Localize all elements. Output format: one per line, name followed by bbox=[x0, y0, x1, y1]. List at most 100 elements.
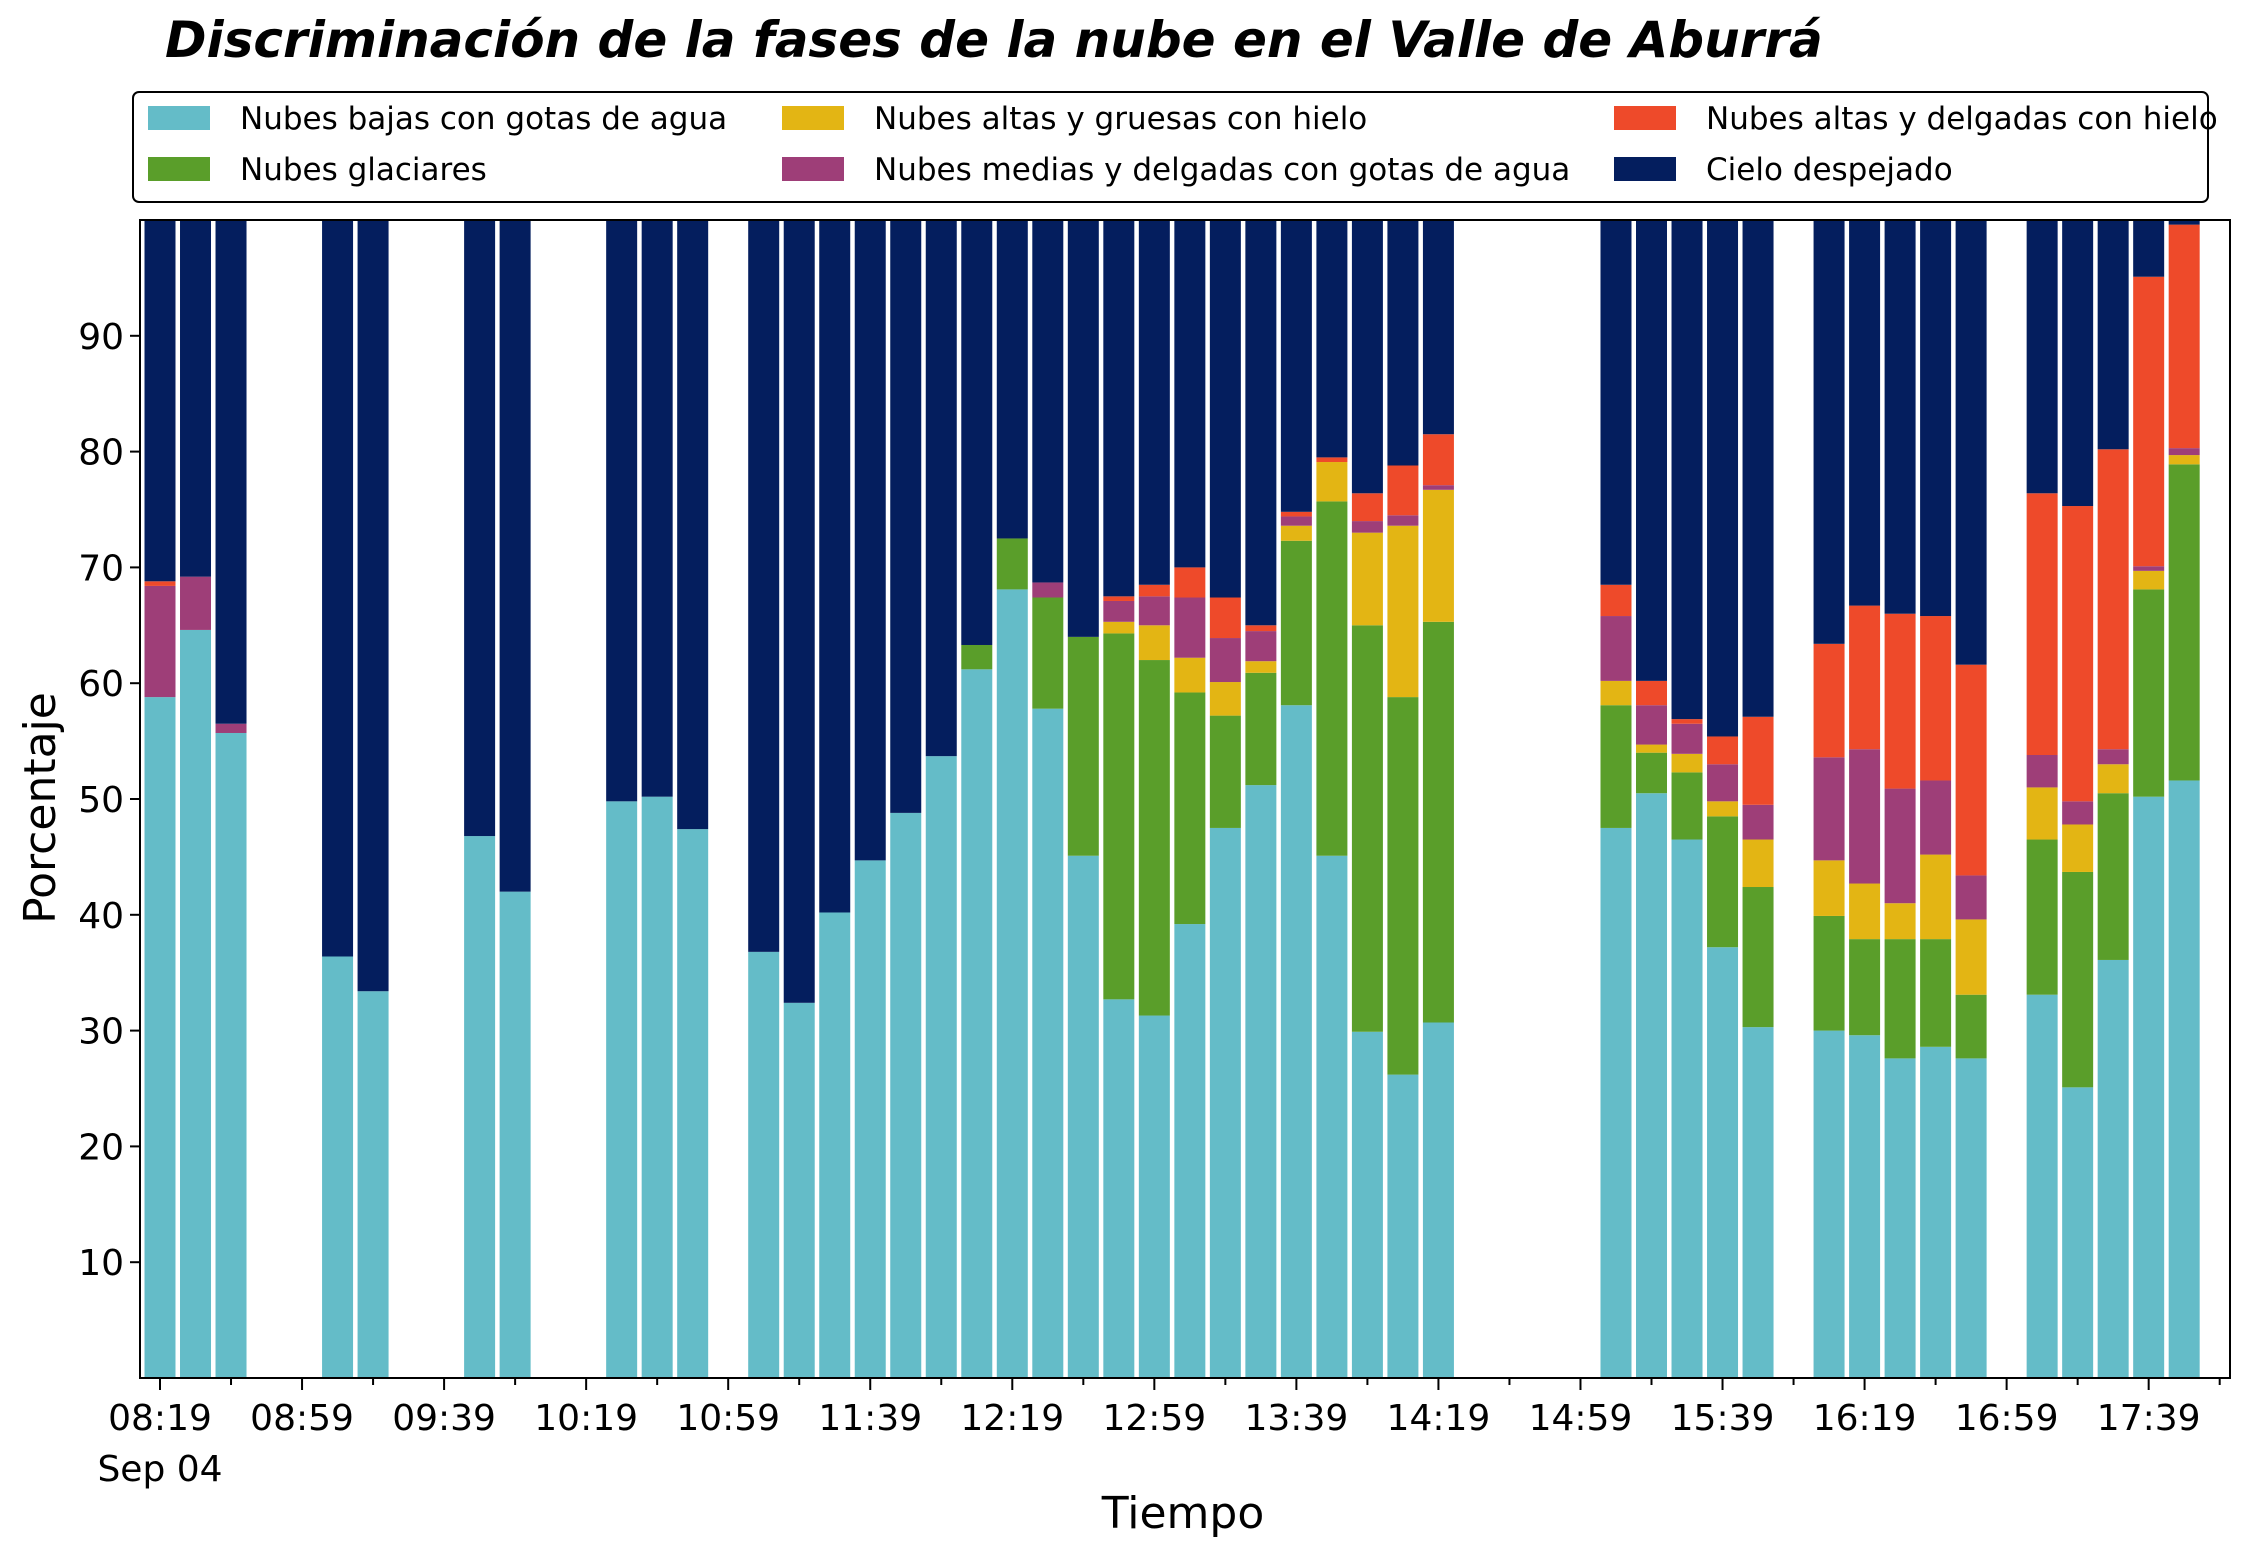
bar-segment-cielo-despejado bbox=[641, 220, 673, 797]
bar-segment-nubes-altas-y-gruesas-con-hielo bbox=[1174, 657, 1206, 693]
legend-label: Nubes bajas con gotas de agua bbox=[240, 101, 727, 137]
bar-segment-cielo-despejado bbox=[1707, 220, 1739, 737]
bar-segment-nubes-altas-y-delgadas-con-hielo bbox=[1351, 493, 1383, 522]
bar-segment-nubes-glaciares bbox=[1707, 816, 1739, 948]
bar-1109 bbox=[748, 220, 780, 1378]
bar-segment-nubes-bajas-con-gotas-de-agua bbox=[819, 912, 851, 1378]
bar-segment-nubes-altas-y-delgadas-con-hielo bbox=[1707, 736, 1739, 765]
bar-segment-cielo-despejado bbox=[819, 220, 851, 913]
bar-segment-nubes-altas-y-gruesas-con-hielo bbox=[1884, 903, 1916, 940]
bar-segment-nubes-glaciares bbox=[1813, 915, 1845, 1031]
x-tick-label: 12:19 bbox=[960, 1398, 1064, 1439]
bar-segment-cielo-despejado bbox=[2168, 220, 2200, 225]
bar-segment-nubes-altas-y-delgadas-con-hielo bbox=[1422, 434, 1454, 486]
x-axis: 08:19 08:59 09:39 10:19 10:59 11:39 12:19 12:59… bbox=[97, 1378, 2221, 1490]
bar-segment-nubes-bajas-con-gotas-de-agua bbox=[961, 669, 993, 1378]
bar-segment-cielo-despejado bbox=[1245, 220, 1277, 626]
bar-segment-nubes-medias-y-delgadas-con-gotas-de-agua bbox=[1742, 804, 1774, 840]
legend-label: Nubes altas y gruesas con hielo bbox=[874, 101, 1367, 137]
bar-segment-nubes-altas-y-gruesas-con-hielo bbox=[1955, 919, 1987, 995]
bar-1209 bbox=[961, 220, 993, 1378]
legend-entry-nubes-altas-y-delgadas-con-hielo: Nubes altas y delgadas con hielo bbox=[1614, 101, 2218, 137]
bar-segment-nubes-bajas-con-gotas-de-agua bbox=[1103, 999, 1135, 1378]
bar-segment-nubes-bajas-con-gotas-de-agua bbox=[1742, 1027, 1774, 1378]
bar-segment-nubes-bajas-con-gotas-de-agua bbox=[1955, 1058, 1987, 1378]
x-tick-label: 17:39 bbox=[2097, 1398, 2201, 1439]
x-tick-label: 10:59 bbox=[676, 1398, 780, 1439]
bar-segment-nubes-medias-y-delgadas-con-gotas-de-agua bbox=[1707, 764, 1739, 802]
bar-segment-nubes-bajas-con-gotas-de-agua bbox=[1351, 1031, 1383, 1378]
bar-segment-cielo-despejado bbox=[1849, 220, 1881, 606]
bar-segment-nubes-altas-y-gruesas-con-hielo bbox=[1600, 680, 1632, 706]
bar-1509 bbox=[1600, 220, 1632, 1378]
bar-segment-cielo-despejado bbox=[1422, 220, 1454, 435]
bar-1639 bbox=[1920, 220, 1952, 1378]
bar-segment-nubes-medias-y-delgadas-con-gotas-de-agua bbox=[1600, 616, 1632, 681]
bar-1319 bbox=[1209, 220, 1241, 1378]
bar-segment-cielo-despejado bbox=[1316, 220, 1348, 458]
x-tick-label: 12:59 bbox=[1102, 1398, 1206, 1439]
bar-segment-nubes-glaciares bbox=[1138, 660, 1170, 1016]
bar-1419 bbox=[1422, 220, 1454, 1378]
bar-segment-nubes-altas-y-delgadas-con-hielo bbox=[1920, 616, 1952, 781]
bar-segment-nubes-bajas-con-gotas-de-agua bbox=[783, 1002, 815, 1378]
x-tick-date-label: Sep 04 bbox=[97, 1449, 222, 1490]
bar-segment-nubes-altas-y-delgadas-con-hielo bbox=[2133, 276, 2165, 567]
bar-1619 bbox=[1849, 220, 1881, 1378]
x-tick-label: 08:59 bbox=[250, 1398, 354, 1439]
bar-segment-cielo-despejado bbox=[1813, 220, 1845, 644]
bar-segment-nubes-altas-y-gruesas-con-hielo bbox=[1742, 839, 1774, 888]
bar-0949 bbox=[464, 220, 496, 1378]
bar-1029 bbox=[606, 220, 638, 1378]
bar-segment-nubes-altas-y-gruesas-con-hielo bbox=[2097, 764, 2129, 794]
bar-segment-nubes-medias-y-delgadas-con-gotas-de-agua bbox=[1138, 596, 1170, 626]
bar-1259 bbox=[1138, 220, 1170, 1378]
bar-0919 bbox=[357, 220, 389, 1378]
bar-segment-cielo-despejado bbox=[1138, 220, 1170, 585]
bar-segment-nubes-bajas-con-gotas-de-agua bbox=[1174, 924, 1206, 1378]
legend-swatch bbox=[1614, 157, 1676, 181]
bar-segment-nubes-altas-y-delgadas-con-hielo bbox=[1174, 567, 1206, 598]
bar-segment-nubes-altas-y-delgadas-con-hielo bbox=[1280, 511, 1312, 517]
y-tick-label: 50 bbox=[78, 780, 124, 821]
bar-segment-nubes-medias-y-delgadas-con-gotas-de-agua bbox=[1032, 582, 1064, 598]
bar-segment-nubes-altas-y-gruesas-con-hielo bbox=[2062, 824, 2094, 872]
bar-segment-nubes-glaciares bbox=[1422, 621, 1454, 1023]
bar-segment-cielo-despejado bbox=[1280, 220, 1312, 512]
x-tick-label: 10:19 bbox=[534, 1398, 638, 1439]
legend-swatch bbox=[782, 157, 844, 181]
bar-segment-nubes-glaciares bbox=[2097, 793, 2129, 960]
legend-entry-nubes-glaciares: Nubes glaciares bbox=[148, 152, 487, 188]
bar-segment-nubes-glaciares bbox=[1209, 715, 1241, 828]
bar-segment-nubes-bajas-con-gotas-de-agua bbox=[1884, 1058, 1916, 1378]
legend-swatch bbox=[1614, 106, 1676, 130]
bar-segment-cielo-despejado bbox=[2133, 220, 2165, 277]
bar-segment-nubes-bajas-con-gotas-de-agua bbox=[1138, 1015, 1170, 1378]
bar-segment-nubes-medias-y-delgadas-con-gotas-de-agua bbox=[215, 723, 247, 733]
bar-segment-nubes-bajas-con-gotas-de-agua bbox=[2168, 780, 2200, 1378]
bar-segment-nubes-medias-y-delgadas-con-gotas-de-agua bbox=[2026, 755, 2058, 788]
bar-segment-nubes-bajas-con-gotas-de-agua bbox=[748, 951, 780, 1378]
legend-swatch bbox=[148, 157, 210, 181]
bar-1339 bbox=[1280, 220, 1312, 1378]
bar-segment-nubes-medias-y-delgadas-con-gotas-de-agua bbox=[1422, 485, 1454, 490]
bar-segment-cielo-despejado bbox=[1955, 220, 1987, 665]
bar-segment-nubes-bajas-con-gotas-de-agua bbox=[854, 860, 886, 1378]
legend-entry-nubes-bajas-con-gotas-de-agua: Nubes bajas con gotas de agua bbox=[148, 101, 727, 137]
bar-segment-nubes-medias-y-delgadas-con-gotas-de-agua bbox=[1103, 600, 1135, 622]
bar-segment-cielo-despejado bbox=[1103, 220, 1135, 597]
bar-segment-nubes-bajas-con-gotas-de-agua bbox=[1636, 793, 1667, 1378]
bar-segment-nubes-altas-y-delgadas-con-hielo bbox=[2026, 493, 2058, 755]
legend-label: Nubes medias y delgadas con gotas de agu… bbox=[874, 152, 1570, 188]
y-axis-label: Porcentaje bbox=[15, 692, 66, 924]
bar-segment-cielo-despejado bbox=[1351, 220, 1383, 494]
plot-area: 10 20 30 40 50 60 70 80 90 08:19 08:59 09:39 10:19 10… bbox=[78, 219, 2231, 1490]
y-axis: 10 20 30 40 50 60 70 80 90 bbox=[78, 317, 140, 1284]
bar-segment-cielo-despejado bbox=[925, 220, 957, 757]
bar-segment-cielo-despejado bbox=[783, 220, 815, 1003]
bar-segment-nubes-bajas-con-gotas-de-agua bbox=[606, 801, 638, 1378]
bar-0909 bbox=[322, 220, 354, 1378]
bar-0819 bbox=[144, 220, 176, 1378]
bar-segment-nubes-altas-y-gruesas-con-hielo bbox=[2026, 787, 2058, 840]
bar-1609 bbox=[1813, 220, 1845, 1378]
